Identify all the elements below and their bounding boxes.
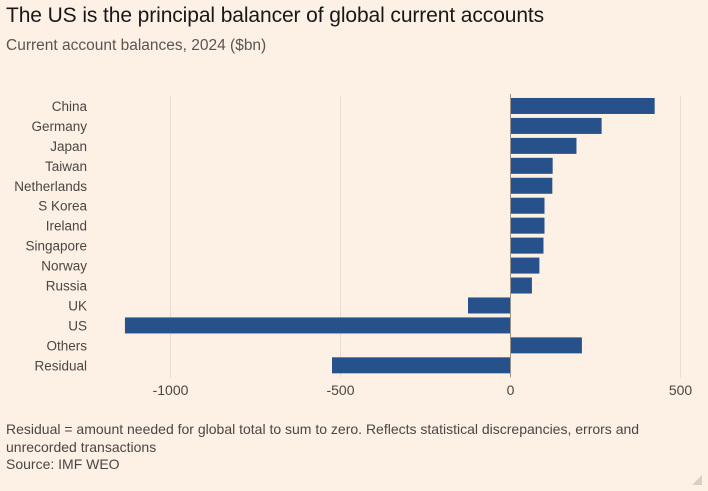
bar-taiwan xyxy=(510,157,553,174)
x-tick-label: 500 xyxy=(669,382,693,398)
resize-corner-icon xyxy=(692,475,702,485)
chart-title: The US is the principal balancer of glob… xyxy=(6,4,545,27)
gridlines xyxy=(170,96,681,378)
x-tick-labels: -1000 -500 0 500 xyxy=(153,382,693,398)
category-label: Netherlands xyxy=(14,179,87,194)
bar-s-korea xyxy=(510,197,545,214)
category-label: US xyxy=(68,318,87,333)
category-label: Taiwan xyxy=(45,159,87,174)
category-label: Russia xyxy=(46,279,88,294)
category-label: Norway xyxy=(41,259,87,274)
chart-source: Source: IMF WEO xyxy=(6,456,120,472)
chart-footnote: Residual = amount needed for global tota… xyxy=(6,421,640,455)
x-tick-label: -500 xyxy=(326,382,354,398)
category-label: Residual xyxy=(34,358,87,373)
x-tick-label: -1000 xyxy=(153,382,189,398)
bar-singapore xyxy=(510,237,544,254)
bar-china xyxy=(510,97,655,114)
bar-ireland xyxy=(510,217,545,234)
category-label: Germany xyxy=(31,119,87,134)
x-tick-label: 0 xyxy=(507,382,515,398)
bar-germany xyxy=(510,117,602,134)
bar-russia xyxy=(510,277,532,294)
bar-japan xyxy=(510,137,577,154)
bar-residual xyxy=(332,357,511,374)
bar-chart: China Germany Japan Taiwan Netherlands S Kore… xyxy=(14,94,693,398)
category-label: Others xyxy=(46,338,87,353)
category-labels: China Germany Japan Taiwan Netherlands S Kore… xyxy=(14,99,87,373)
category-label: Singapore xyxy=(25,239,87,254)
category-label: Japan xyxy=(50,139,87,154)
bar-uk xyxy=(468,297,511,314)
chart-subtitle: Current account balances, 2024 ($bn) xyxy=(6,37,267,54)
category-label: Ireland xyxy=(46,219,87,234)
category-label: UK xyxy=(68,298,87,313)
category-label: S Korea xyxy=(38,199,87,214)
bar-netherlands xyxy=(510,177,553,194)
bar-us xyxy=(124,317,511,334)
category-label: China xyxy=(52,99,88,114)
bars xyxy=(124,97,655,374)
bar-norway xyxy=(510,257,540,274)
bar-others xyxy=(510,337,582,354)
